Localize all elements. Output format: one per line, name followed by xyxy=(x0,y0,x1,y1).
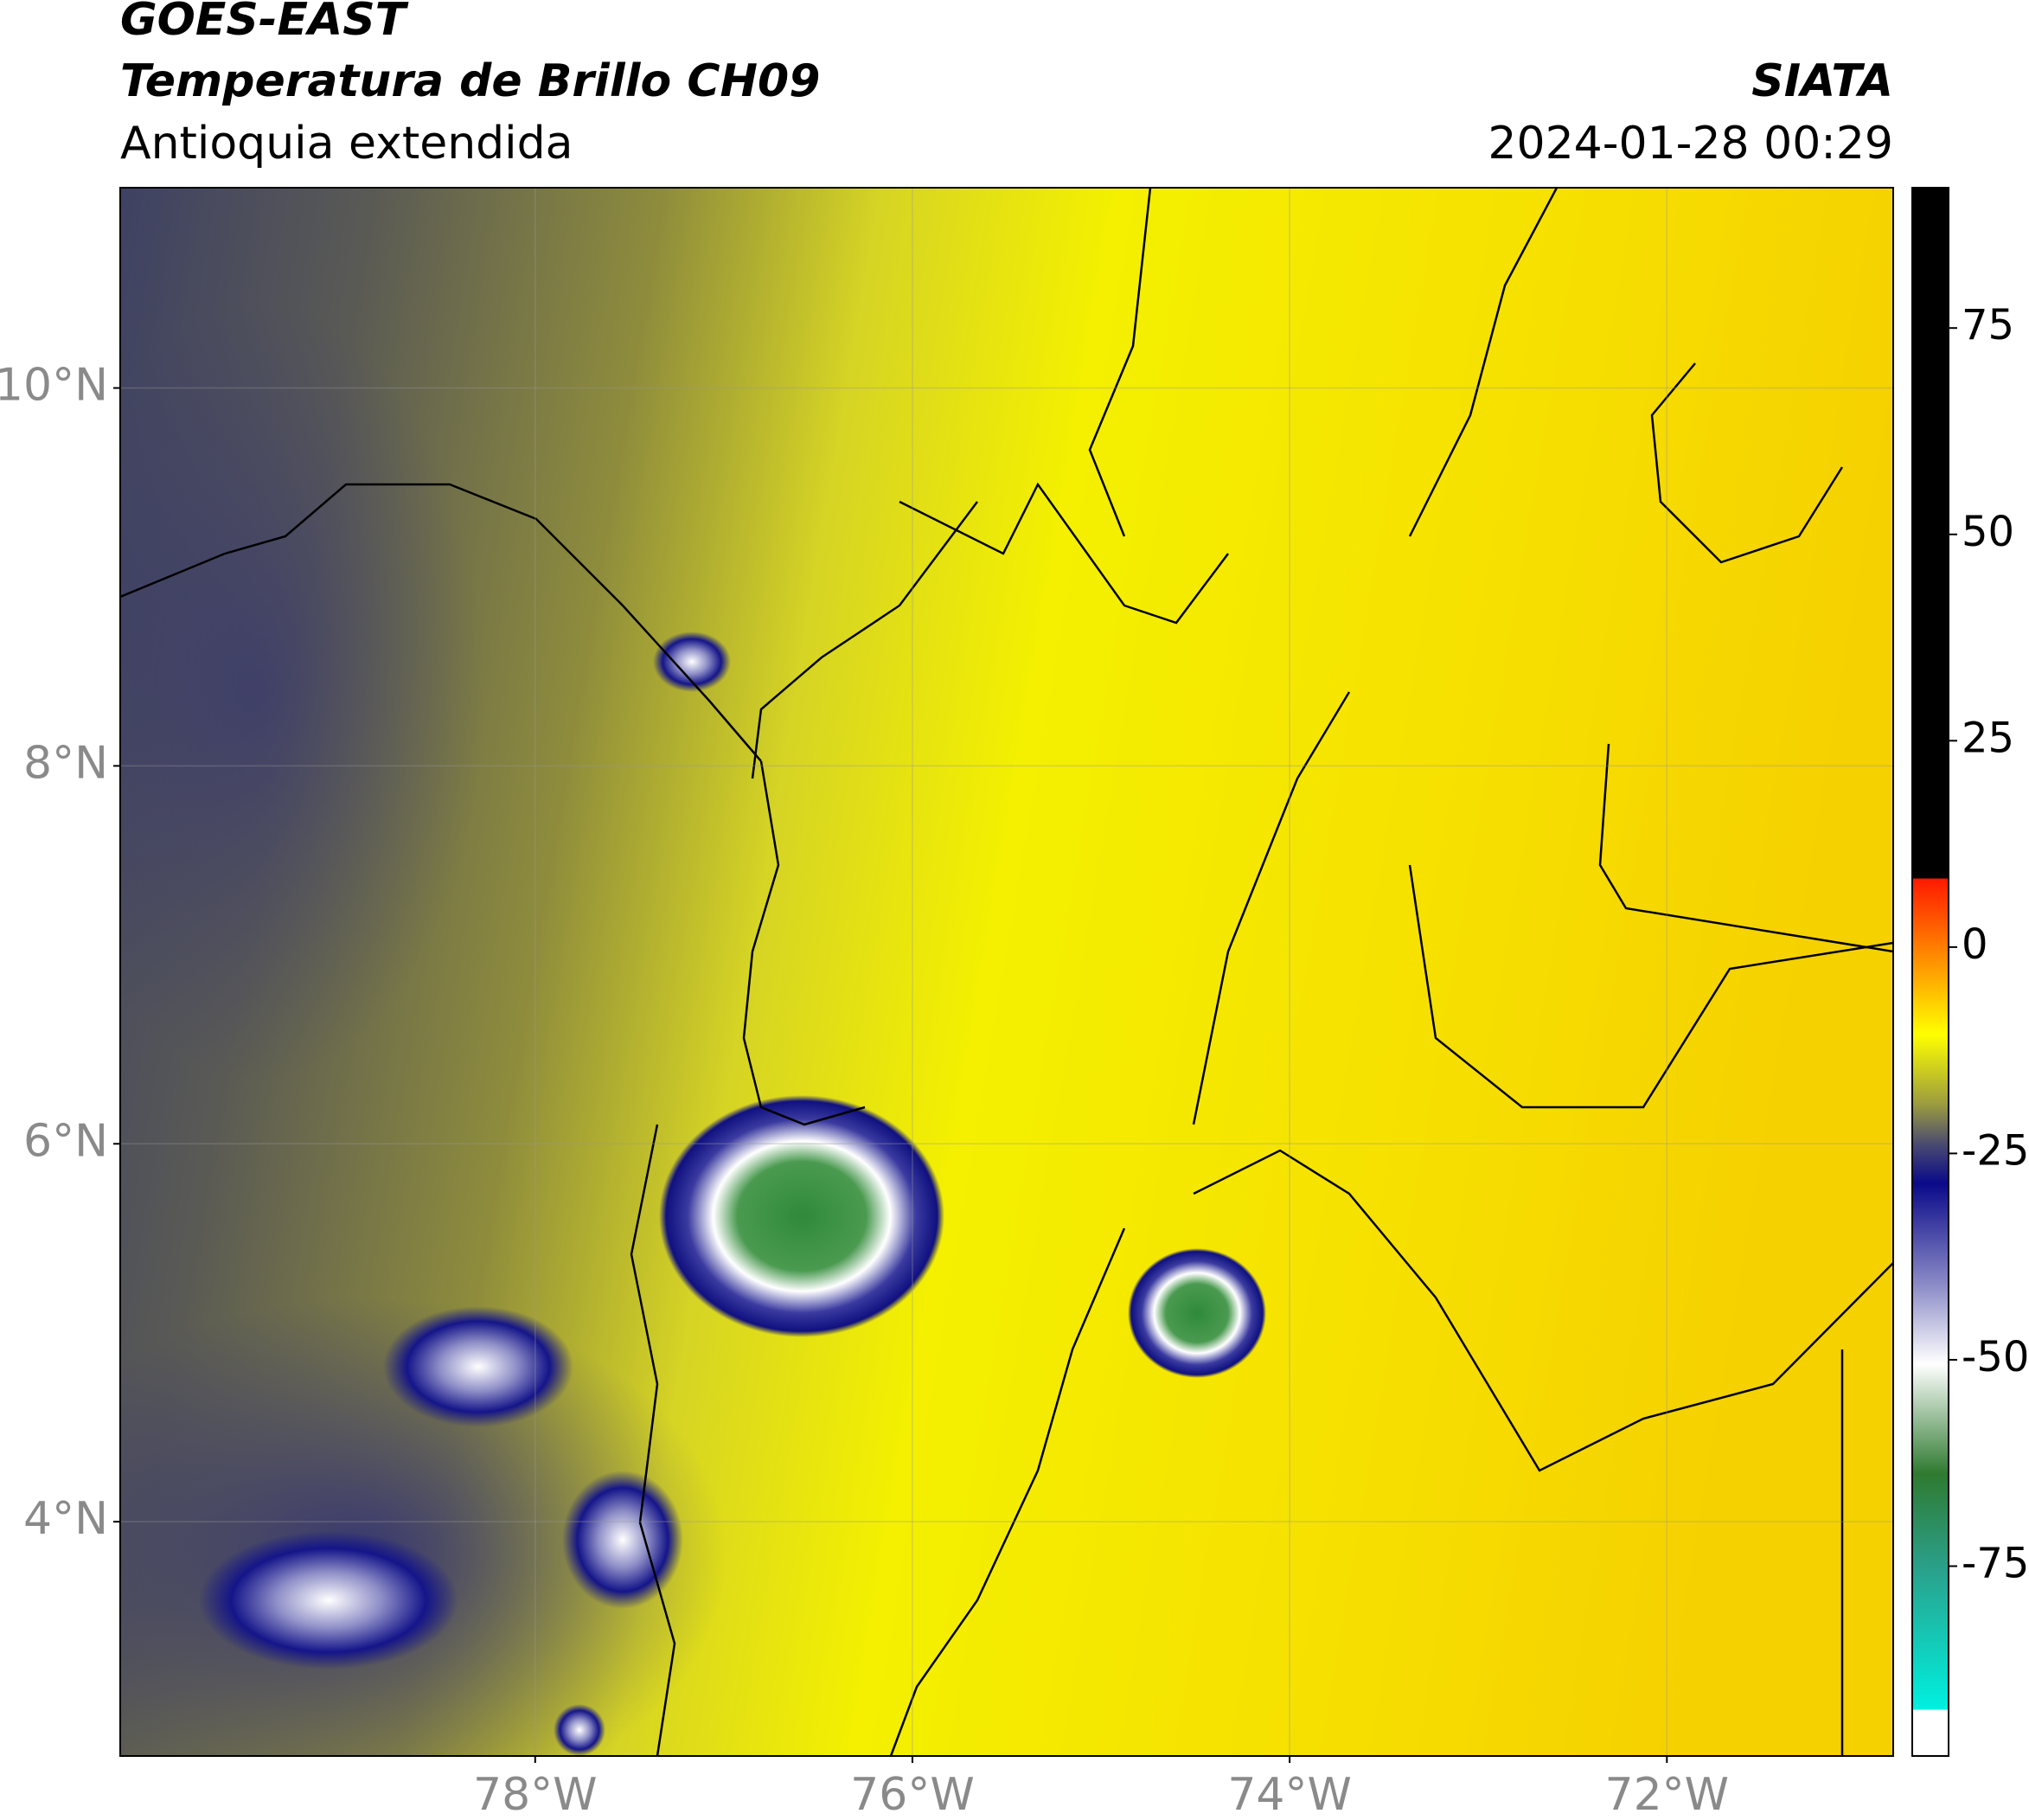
region: Antioquia extendida xyxy=(120,118,573,170)
colorbar-tick-label: -50 xyxy=(1962,1333,2029,1381)
colorbar-tick-label: -75 xyxy=(1962,1540,2029,1588)
title: GOES-EAST xyxy=(120,0,409,46)
y-tick-label: 6°N xyxy=(23,1115,108,1167)
x-tick-label: 78°W xyxy=(473,1769,598,1817)
y-tick-label: 4°N xyxy=(23,1493,108,1545)
grid xyxy=(120,188,1893,1756)
timestamp: 2024-01-28 00:29 xyxy=(1488,118,1893,170)
x-tick-label: 76°W xyxy=(850,1769,975,1817)
map-image xyxy=(120,188,1893,1756)
agency: SIATA xyxy=(1751,55,1893,107)
x-tick-label: 72°W xyxy=(1605,1769,1730,1817)
map-frame xyxy=(119,187,1894,1757)
x-tick-label: 74°W xyxy=(1227,1769,1352,1817)
colorbar-tick-label: -25 xyxy=(1962,1126,2029,1175)
colorbar-tick-label: 75 xyxy=(1962,301,2014,349)
colorbar-tick-label: 50 xyxy=(1962,508,2014,556)
colorbar-tick-label: 25 xyxy=(1962,714,2014,762)
y-tick-label: 10°N xyxy=(0,360,108,412)
colorbar xyxy=(1911,187,1949,1757)
colorbar-tick-label: 0 xyxy=(1962,920,1988,969)
subtitle: Temperatura de Brillo CH09 xyxy=(120,55,820,107)
y-tick-label: 8°N xyxy=(23,737,108,789)
